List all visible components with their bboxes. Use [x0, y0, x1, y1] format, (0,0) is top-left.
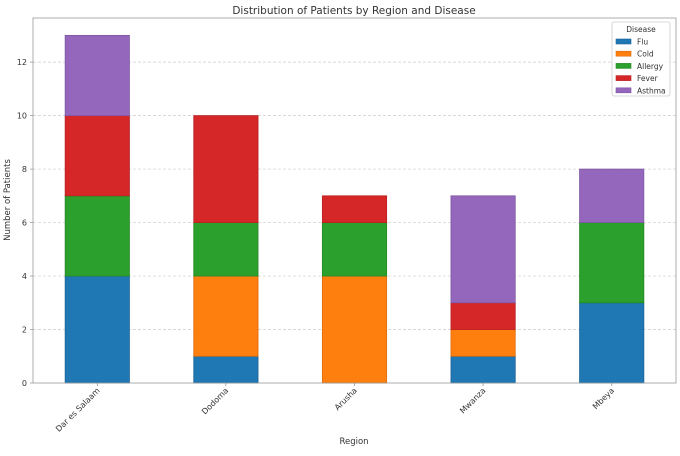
legend-label: Allergy [637, 62, 664, 71]
x-tick-label: Dar es Salaam [54, 386, 102, 434]
legend: Disease Flu Cold Allergy Fever Asthma [611, 21, 671, 97]
x-tick-label: Arusha [333, 386, 359, 412]
legend-swatch-asthma [615, 87, 632, 94]
x-axis-label: Region [339, 437, 368, 447]
bar-segment-asthma [579, 168, 645, 223]
y-tick-label: 10 [17, 112, 27, 121]
y-tick-label: 4 [22, 272, 27, 281]
legend-label: Flu [637, 38, 648, 47]
x-axis-ticks: Dar es Salaam Dodoma Arusha Mwanza Mbeya [54, 383, 616, 434]
x-tick-label: Mbeya [591, 386, 616, 411]
x-tick-label: Mwanza [458, 386, 487, 415]
bar-segment-flu [64, 275, 130, 384]
bar-segment-allergy [321, 222, 388, 277]
legend-swatch-allergy [615, 63, 632, 69]
y-tick-label: 8 [22, 165, 27, 174]
bar-segment-flu [193, 355, 259, 384]
y-tick-label: 12 [17, 58, 27, 67]
bars [64, 34, 645, 384]
y-tick-label: 0 [22, 379, 27, 388]
bar-segment-cold [321, 275, 388, 384]
bar-segment-allergy [193, 222, 259, 277]
legend-label: Cold [637, 50, 654, 59]
x-tick-label: Dodoma [200, 386, 230, 416]
bar-segment-asthma [450, 195, 516, 304]
bar-segment-cold [450, 329, 516, 357]
bar-segment-allergy [64, 195, 130, 277]
legend-swatch-cold [615, 50, 632, 57]
legend-label: Fever [637, 74, 659, 83]
bar-segment-fever [193, 115, 259, 223]
y-tick-label: 6 [22, 219, 27, 228]
y-axis-label: Number of Patients [3, 159, 13, 241]
bar-segment-flu [579, 302, 645, 384]
bar-segment-fever [64, 115, 130, 197]
y-tick-label: 2 [22, 326, 27, 335]
legend-swatch-flu [615, 38, 632, 45]
bar-segment-asthma [64, 34, 130, 117]
y-axis-ticks: 0 2 4 6 8 10 12 [17, 58, 33, 388]
bar-segment-cold [193, 275, 259, 357]
bar-segment-allergy [579, 222, 645, 304]
legend-swatch-fever [615, 75, 632, 81]
bar-segment-fever [450, 302, 516, 330]
bar-segment-flu [450, 355, 516, 384]
chart-title: Distribution of Patients by Region and D… [232, 5, 475, 17]
legend-label: Asthma [637, 86, 666, 95]
bar-segment-fever [321, 195, 388, 223]
legend-title: Disease [626, 25, 656, 34]
